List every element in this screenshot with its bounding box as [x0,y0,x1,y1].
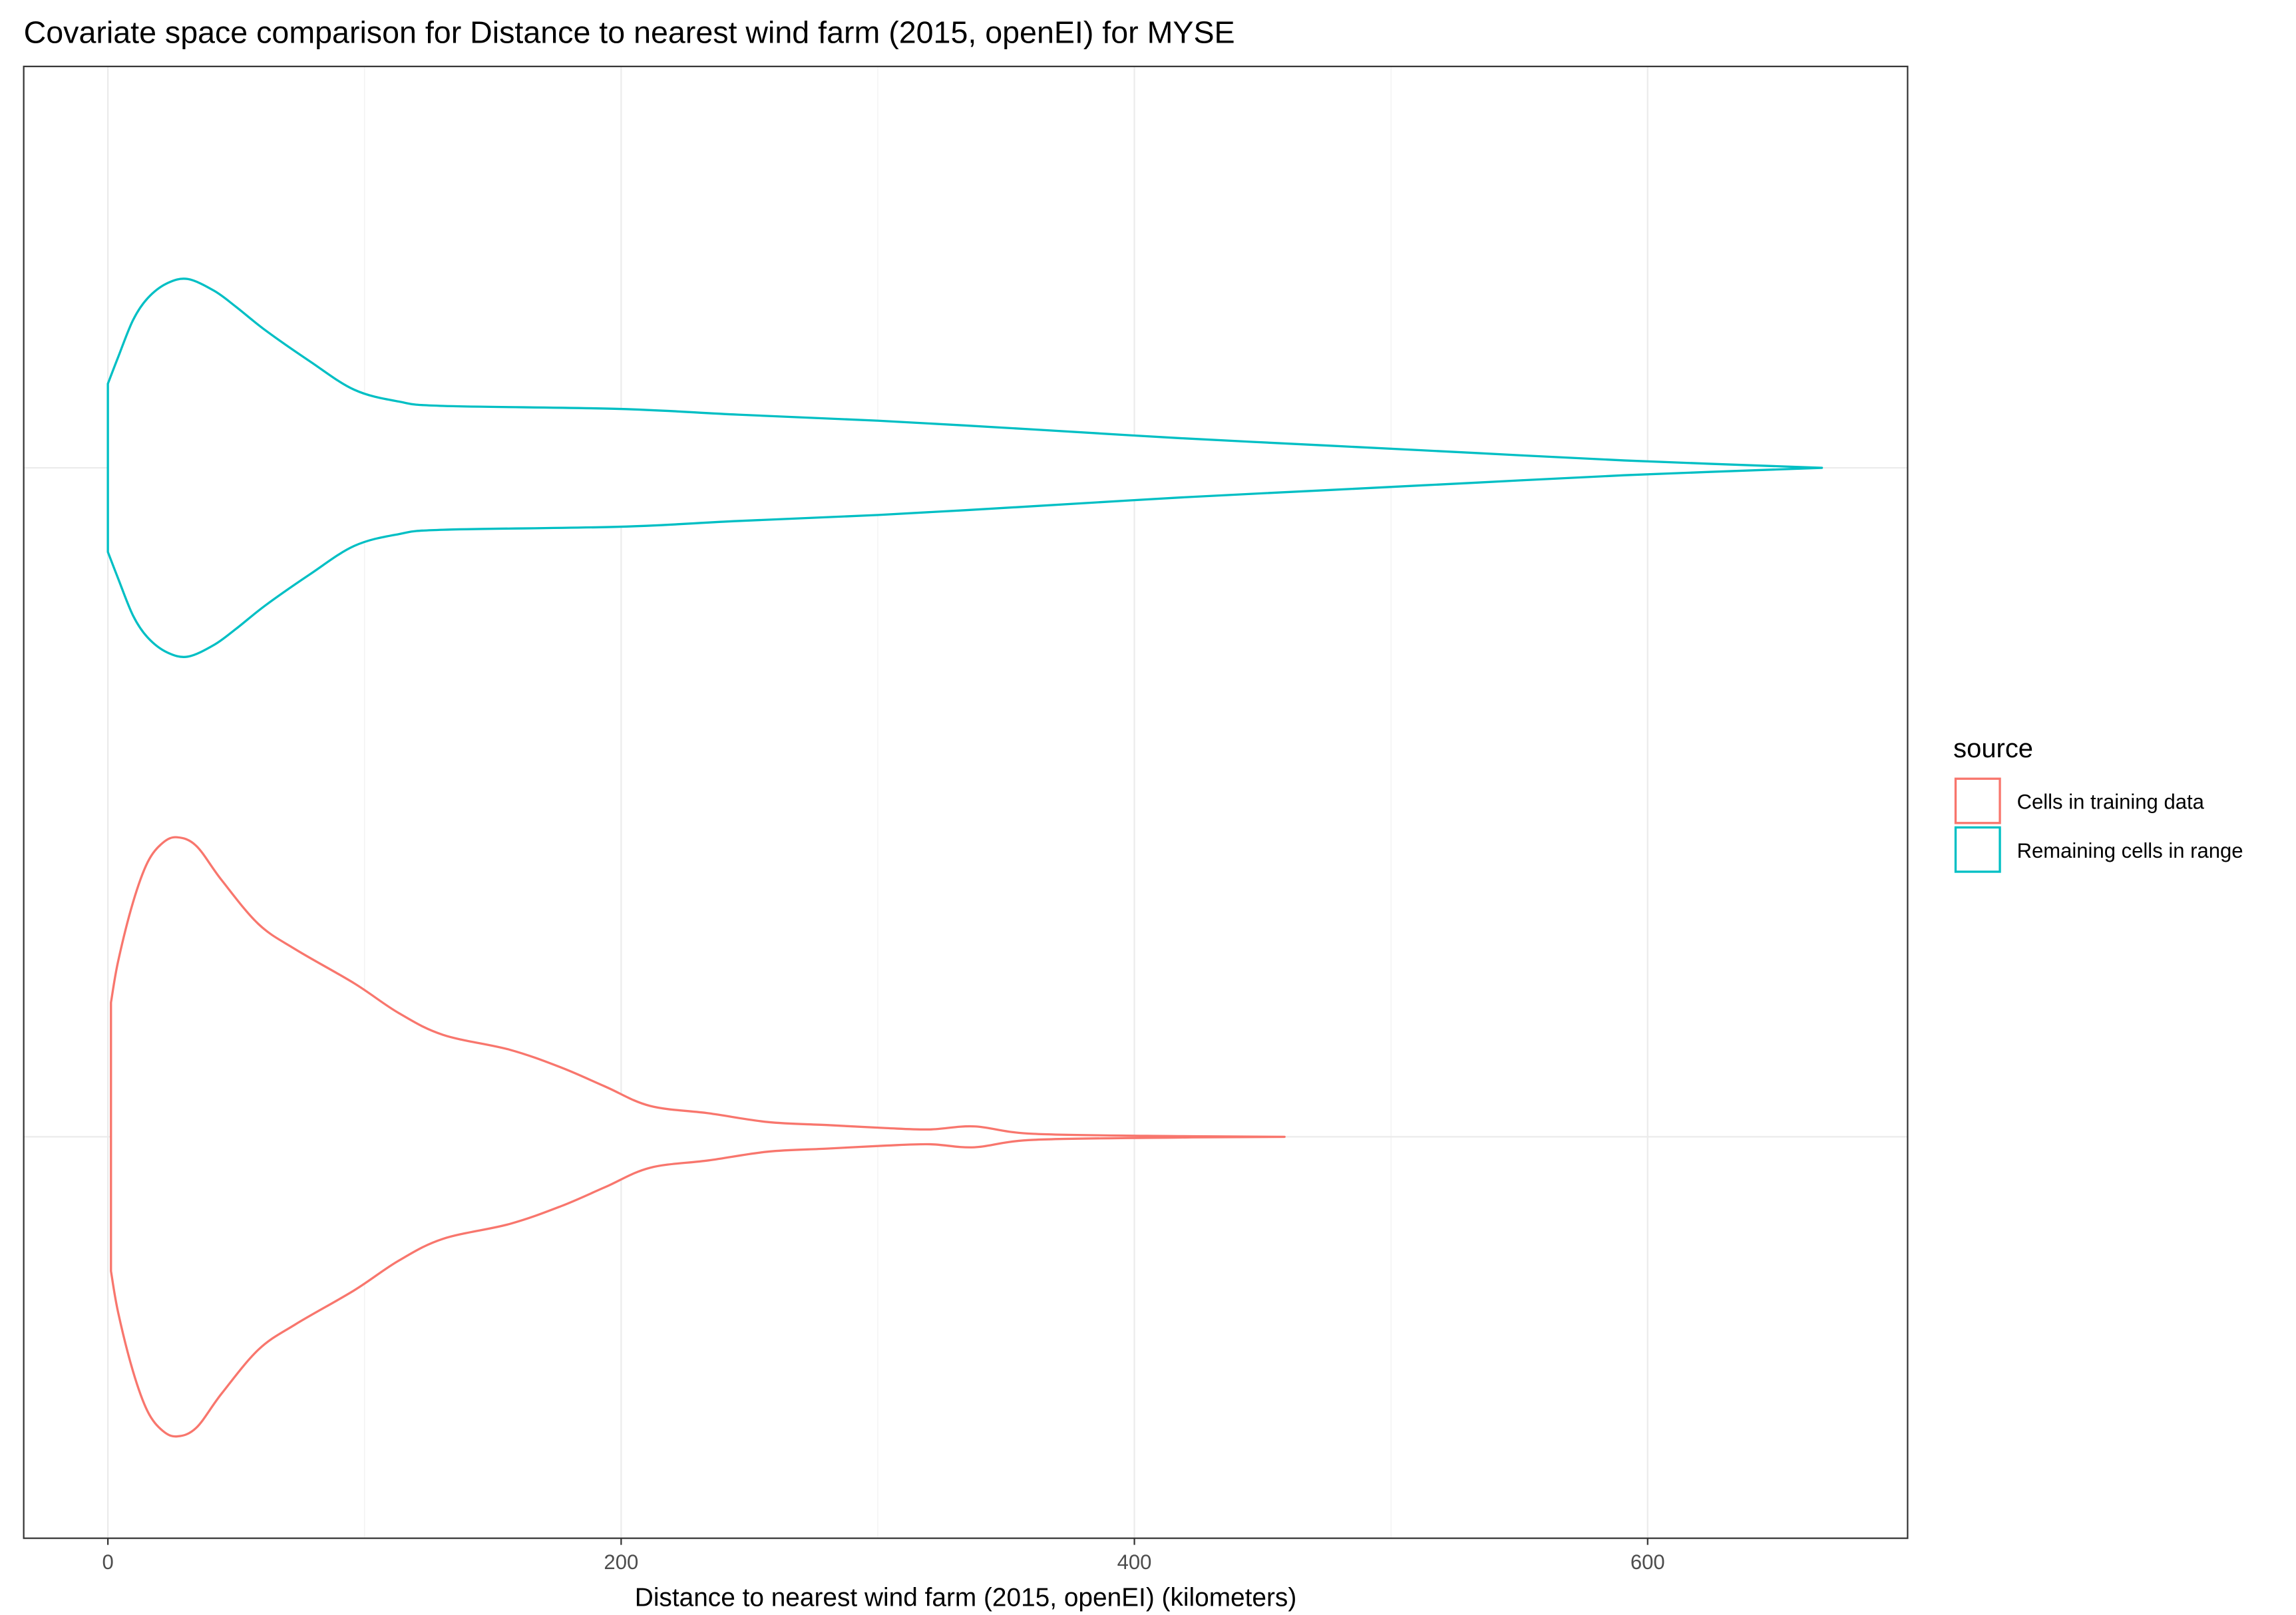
legend-key-cells-in-training-data [1954,777,2001,824]
legend: source Cells in training data Remaining … [1953,734,2243,873]
violin-remaining-cells-in-range [106,277,1823,658]
panel-border [23,65,1909,1539]
x-axis-label: Distance to nearest wind farm (2015, ope… [635,1584,1296,1612]
violin-cells-in-training-data [110,836,1286,1438]
x-axis: 0 200 400 600 [102,1538,1665,1574]
chart-title: Covariate space comparison for Distance … [24,15,1235,49]
legend-title: source [1953,734,2033,763]
violins [106,277,1823,1438]
legend-key-remaining-cells-in-range [1954,826,2001,873]
legend-label-cells-in-training-data: Cells in training data [2017,791,2205,814]
x-tick-label: 0 [102,1550,113,1574]
x-tick-label: 400 [1117,1550,1152,1574]
legend-label-remaining-cells-in-range: Remaining cells in range [2017,839,2243,862]
x-tick-label: 200 [604,1550,638,1574]
x-tick-label: 600 [1630,1550,1665,1574]
